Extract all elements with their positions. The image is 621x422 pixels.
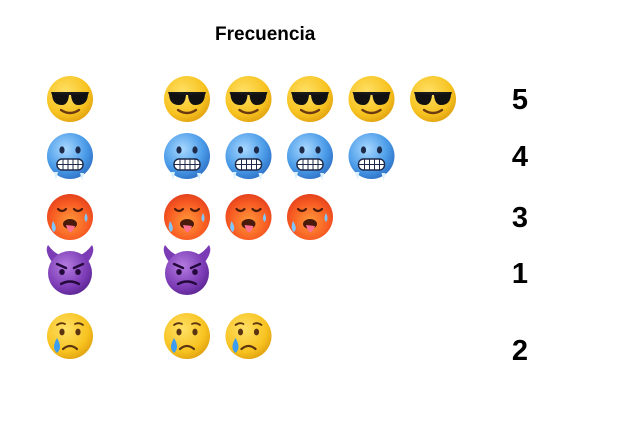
- sad-relieved-face-pictogram-icon: [164, 313, 210, 359]
- smiling-face-with-horns-key-icon: [46, 245, 94, 295]
- hot-face-pictogram-icon: [164, 194, 210, 240]
- cold-face-pictogram-icon: [348, 133, 395, 181]
- cold-face-pictogram-icon: [225, 133, 272, 181]
- count-label: 5: [512, 84, 528, 116]
- chart-title: Frecuencia: [215, 24, 316, 45]
- sunglasses-face-pictogram-icon: [410, 76, 456, 122]
- sunglasses-face-pictogram-icon: [225, 76, 272, 122]
- count-label: 2: [512, 335, 528, 367]
- cold-face-pictogram-icon: [287, 133, 333, 181]
- count-label: 1: [512, 258, 528, 290]
- sunglasses-face-pictogram-icon: [164, 76, 210, 122]
- cold-face-pictogram-icon: [164, 133, 210, 181]
- sunglasses-face-pictogram-icon: [348, 76, 395, 122]
- smiling-face-with-horns-pictogram-icon: [163, 245, 211, 295]
- count-label: 3: [512, 202, 528, 234]
- sunglasses-face-pictogram-icon: [287, 76, 333, 122]
- hot-face-pictogram-icon: [287, 194, 333, 240]
- hot-face-pictogram-icon: [225, 194, 272, 240]
- sad-relieved-face-pictogram-icon: [225, 313, 272, 359]
- count-label: 4: [512, 141, 528, 173]
- hot-face-key-icon: [47, 194, 93, 240]
- sunglasses-face-key-icon: [47, 76, 93, 122]
- cold-face-key-icon: [47, 133, 93, 181]
- sad-relieved-face-key-icon: [47, 313, 93, 359]
